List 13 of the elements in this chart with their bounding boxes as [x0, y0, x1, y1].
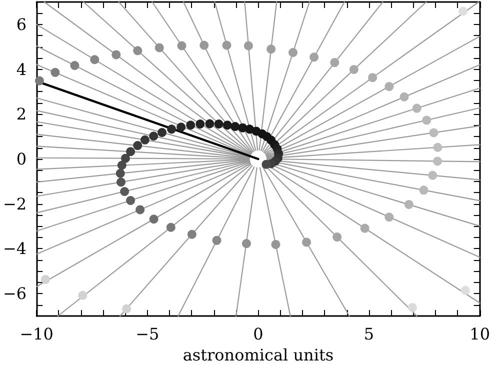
y-tick-label: 4: [16, 60, 27, 79]
y-tick-label: 6: [16, 14, 27, 34]
x-tick-label: 5: [364, 324, 374, 344]
y-tick-label: −4: [2, 239, 27, 258]
y-tick-label: −6: [2, 284, 27, 304]
y-tick-label: −2: [2, 194, 27, 214]
x-tick-label: −10: [20, 324, 54, 344]
x-tick-label: −5: [136, 324, 160, 344]
x-tick-label: 10: [470, 324, 490, 344]
x-axis-title: astronomical units: [182, 345, 334, 364]
y-tick-label: 2: [16, 104, 27, 124]
x-tick-label: 0: [253, 324, 264, 344]
y-tick-label: 0: [16, 150, 27, 168]
